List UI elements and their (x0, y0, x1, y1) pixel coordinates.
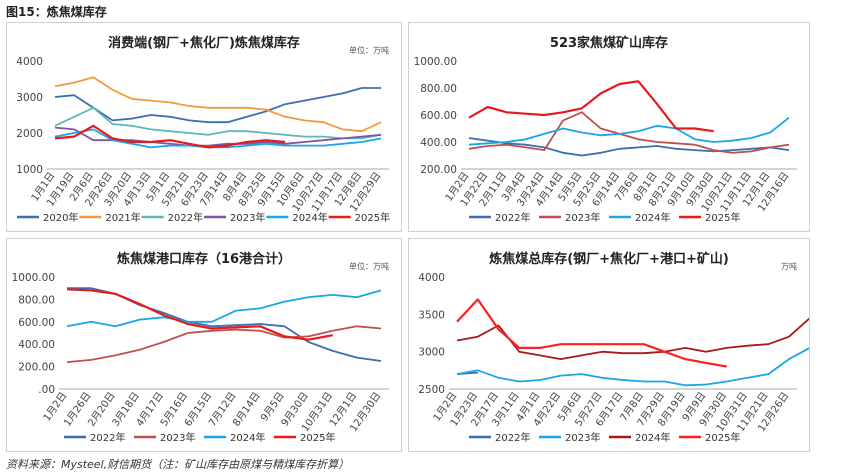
y-tick-label: 600.00 (18, 317, 55, 329)
legend-label: 2025年 (705, 211, 740, 224)
legend-label: 2022年 (90, 431, 125, 444)
chart-panel-mine-inventory: 523家焦煤矿山库存 200.00 400.00 600.00 800.00 1000.0… (408, 22, 810, 232)
series-line-1 (468, 137, 790, 157)
chart-panel-total-inventory: 炼焦煤总库存(钢厂+焦化厂+港口+矿山) 万吨 2500 3000 3500 4000 1月… (408, 238, 811, 452)
y-tick-label: 1000.00 (12, 272, 55, 284)
series-line-4 (54, 126, 382, 147)
legend-label: 2022年 (495, 431, 530, 444)
chart-mine-inventory: 523家焦煤矿山库存 200.00 400.00 600.00 800.00 1000.0… (414, 35, 797, 224)
y-tick-label: 800.00 (18, 294, 55, 306)
legend-label: 2025年 (300, 431, 335, 444)
y-tick-label: 400.00 (420, 137, 457, 149)
chart-panel-consumer-inventory: 消费端(钢厂+焦化厂)炼焦煤库存 单位：万吨 1000 2000 3000 4000 1月1… (6, 22, 402, 232)
legend-label: 2023年 (565, 431, 600, 444)
y-tick-label: 600.00 (420, 110, 457, 122)
series-line-3 (54, 106, 382, 140)
series-line-4 (66, 288, 333, 341)
legend-label: 2024年 (635, 211, 670, 224)
legend-label: 2023年 (565, 211, 600, 224)
unit-label: 万吨 (781, 261, 797, 271)
y-tick-label: 3000 (16, 92, 43, 104)
series-line-2 (54, 76, 382, 133)
figure-title: 图15：炼焦煤库存 (6, 5, 107, 19)
series-line-1 (67, 287, 382, 362)
legend-label: 2022年 (168, 211, 203, 224)
y-tick-label: 1000 (16, 164, 43, 176)
series-line-3 (456, 317, 811, 360)
chart-panel-port-inventory: 炼焦煤港口库存（16港合计） 单位：万吨 .00 200.00 400.00 600.00… (6, 238, 402, 452)
series-line-4 (456, 298, 727, 368)
chart-port-inventory: 炼焦煤港口库存（16港合计） 单位：万吨 .00 200.00 400.00 600.00… (12, 251, 389, 444)
legend-label: 2024年 (292, 211, 327, 224)
legend-label: 2020年 (43, 211, 78, 224)
series-line-2 (66, 325, 382, 363)
unit-label: 单位：万吨 (349, 261, 389, 271)
y-tick-label: 1000.00 (414, 56, 457, 68)
unit-label: 单位：万吨 (349, 45, 389, 55)
source-note: 资料来源：Mysteel,财信期货（注：矿山库存由原煤与精煤库存折算） (6, 458, 350, 471)
y-tick-label: 3500 (418, 309, 445, 321)
chart-total-inventory: 炼焦煤总库存(钢厂+焦化厂+港口+矿山) 万吨25003000350040001月… (418, 251, 811, 444)
series-line-4 (468, 80, 714, 133)
legend-label: 2024年 (635, 431, 670, 444)
series-line-2 (456, 347, 811, 387)
y-tick-label: 200.00 (420, 164, 457, 176)
series-line-6 (54, 124, 286, 149)
chart-consumer-inventory: 消费端(钢厂+焦化厂)炼焦煤库存 单位：万吨10002000300040001月1… (16, 35, 390, 224)
y-tick-label: 400.00 (18, 339, 55, 351)
series-line-1 (54, 87, 381, 124)
legend-label: 2025年 (355, 211, 390, 224)
y-tick-label: 3000 (418, 347, 445, 359)
chart-title: 炼焦煤港口库存（16港合计） (117, 251, 291, 267)
series-line-3 (66, 289, 382, 328)
legend-label: 2025年 (705, 431, 740, 444)
chart-title: 消费端(钢厂+焦化厂)炼焦煤库存 (108, 35, 300, 51)
series-line-3 (468, 116, 790, 146)
y-tick-label: 2500 (418, 384, 445, 396)
y-tick-label: 4000 (418, 272, 445, 284)
legend-label: 2023年 (230, 211, 265, 224)
legend-label: 2021年 (105, 211, 140, 224)
y-tick-label: 4000 (16, 56, 43, 68)
legend-label: 2024年 (230, 431, 265, 444)
y-tick-label: 200.00 (18, 362, 55, 374)
y-tick-label: 800.00 (420, 83, 457, 95)
series-line-2 (468, 111, 790, 154)
chart-title: 523家焦煤矿山库存 (550, 35, 668, 51)
y-tick-label: 2000 (16, 128, 43, 140)
legend-label: 2023年 (160, 431, 195, 444)
chart-title: 炼焦煤总库存(钢厂+焦化厂+港口+矿山) (489, 251, 729, 267)
y-tick-label: .00 (38, 384, 55, 396)
legend-label: 2022年 (495, 211, 530, 224)
